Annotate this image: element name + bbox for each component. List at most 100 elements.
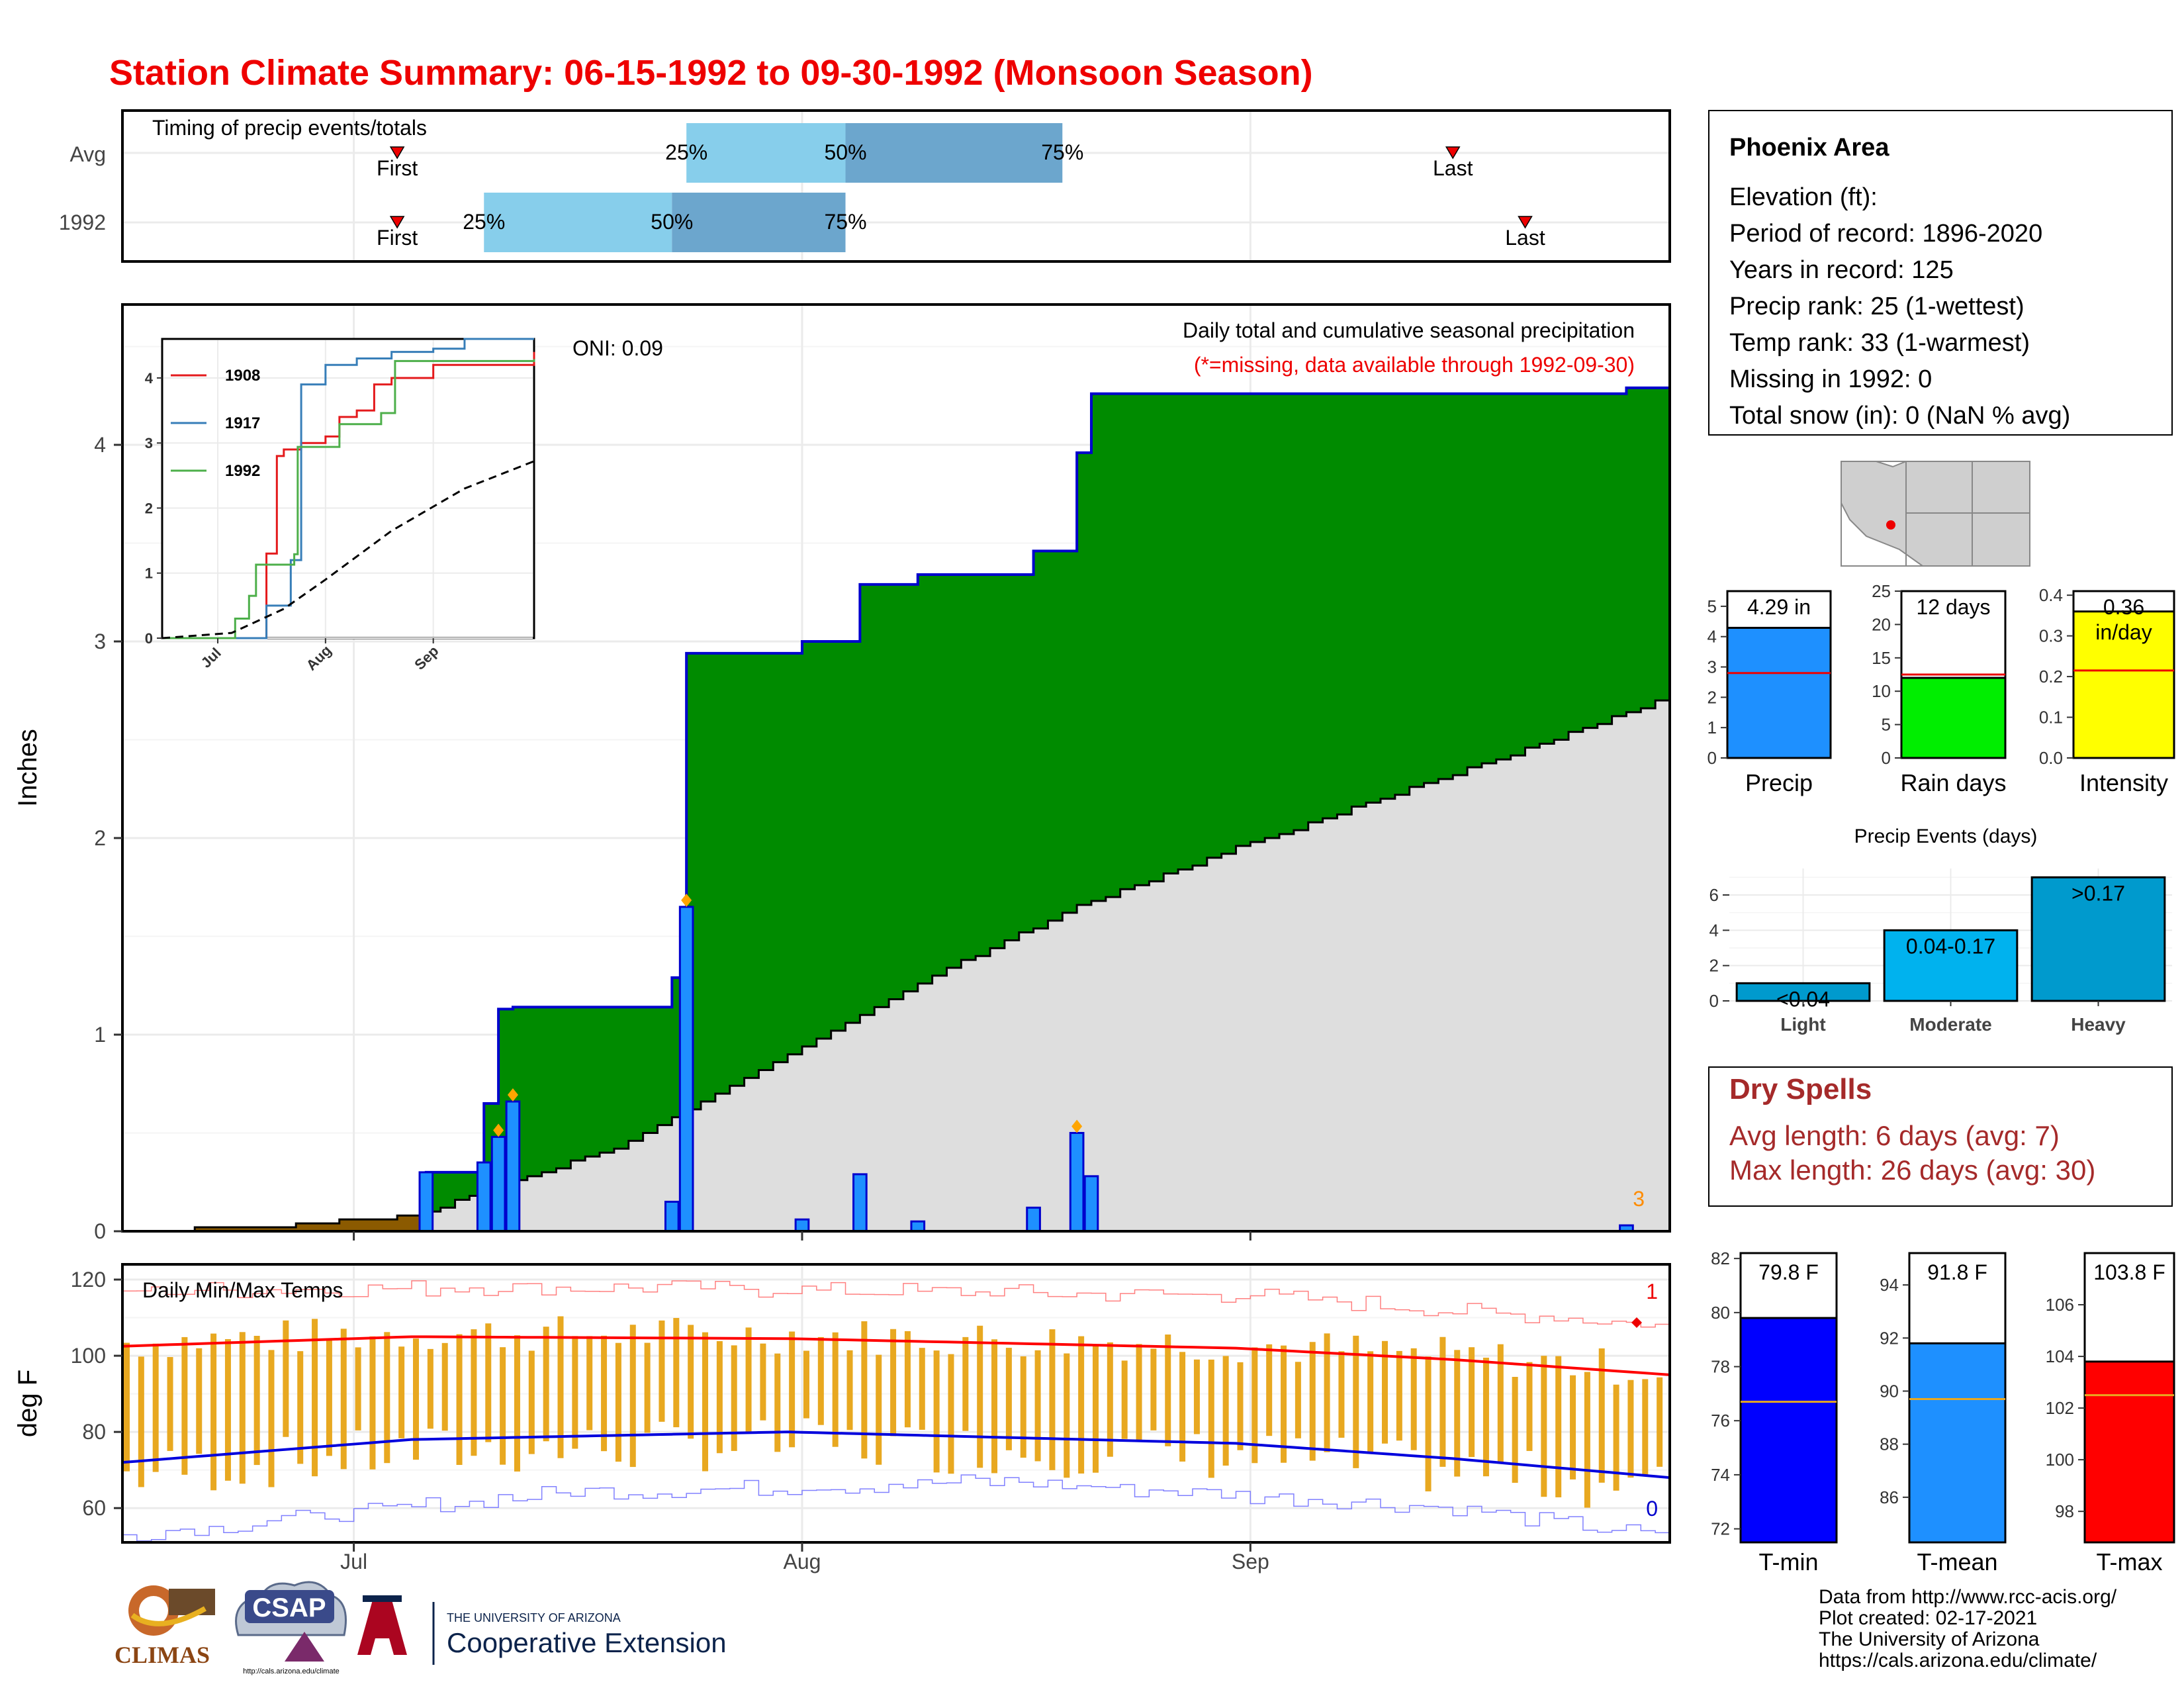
daily-temp-range-bar [239, 1332, 246, 1484]
temp-summary-bar-t-min [1739, 1317, 1838, 1544]
footer-line: Plot created: 02-17-2021 [1819, 1607, 2037, 1629]
daily-precip-bar [852, 1173, 868, 1233]
daily-temp-range-bar [890, 1329, 897, 1436]
timing-first-label: First [377, 156, 418, 180]
events-bar-label: >0.17 [2071, 881, 2125, 905]
temp-summary-value-label: 79.8 F [1758, 1260, 1819, 1284]
daily-temp-range-bar [1353, 1335, 1359, 1468]
summary-y-tick-label: 0.4 [2039, 585, 2063, 605]
heavy-event-marker [507, 1088, 518, 1102]
daily-temp-range-bar [1034, 1350, 1041, 1462]
station-info-line: Years in record: 125 [1729, 256, 1954, 284]
summary-y-tick-label: 0 [1882, 748, 1891, 768]
daily-temp-range-bar [1005, 1348, 1012, 1450]
station-info-line: Period of record: 1896-2020 [1729, 220, 2042, 248]
daily-precip-bar [664, 1200, 680, 1233]
daily-temp-range-bar [789, 1331, 796, 1448]
daily-temp-range-bar [1541, 1356, 1547, 1497]
daily-temp-range-bar [297, 1351, 304, 1464]
daily-temp-range-bar [268, 1350, 275, 1487]
inset-series-1992 [162, 359, 535, 639]
temp-summary-bar-label: T-mean [1917, 1548, 1997, 1575]
daily-precip-bar [1069, 1132, 1085, 1233]
daily-temp-range-bar [1497, 1344, 1504, 1463]
daily-temp-range-bar [181, 1336, 188, 1475]
temp-label: Daily Min/Max Temps [142, 1278, 343, 1302]
normal-max-line [122, 1335, 1670, 1376]
summary-bar-label: Precip [1745, 769, 1813, 796]
heavy-event-marker [493, 1123, 504, 1137]
dry-spells-title: Dry Spells [1729, 1073, 1872, 1105]
inset-y-tick-label: 3 [145, 435, 153, 451]
events-bar-heavy [2030, 876, 2166, 1002]
timing-last-label: Last [1505, 226, 1545, 250]
summary-y-tick-label: 0.1 [2039, 708, 2063, 727]
climas-logo-text: CLIMAS [114, 1642, 210, 1668]
events-x-tick-label: Light [1780, 1014, 1825, 1035]
timing-first-label: First [377, 226, 418, 250]
inset-series-1908 [162, 352, 535, 639]
daily-temp-range-bar [933, 1350, 940, 1473]
temp-summary-y-tick-label: 106 [2046, 1295, 2074, 1315]
daily-temp-range-bar [557, 1316, 564, 1458]
daily-temp-range-bar [283, 1320, 289, 1437]
temp-y-axis-label: deg F [13, 1370, 42, 1437]
summary-bar-rain-days [1900, 677, 2007, 759]
daily-temp-range-bar [948, 1354, 954, 1474]
daily-temp-range-bar [1136, 1344, 1142, 1440]
daily-temp-range-bar [1657, 1377, 1663, 1467]
timing-last-label: Last [1433, 156, 1473, 180]
temp-summary-bar-t-max [2083, 1360, 2175, 1544]
summary-value-unit: in/day [2095, 620, 2152, 644]
ua-logo: THE UNIVERSITY OF ARIZONA Cooperative Ex… [357, 1595, 727, 1665]
timing-bar-q1 [484, 193, 672, 252]
dry-spells-box: Dry Spells Avg length: 6 days (avg: 7) M… [1708, 1066, 2173, 1207]
temp-summary-bar-label: T-max [2096, 1548, 2162, 1575]
summary-y-tick-label: 0.2 [2039, 667, 2063, 686]
temp-summary-y-tick-label: 98 [2055, 1501, 2074, 1521]
daily-temp-range-bar [1295, 1362, 1301, 1438]
daily-temp-range-bar [1367, 1351, 1374, 1454]
daily-temp-range-bar [1092, 1344, 1099, 1473]
summary-bars: 4.29 in Precip 0 1 2 3 4 5 12 days Rain days 0 5 10 1… [1707, 581, 2175, 796]
inset-series-average [161, 460, 535, 639]
csap-logo-url: http://cals.arizona.edu/climate [243, 1667, 340, 1675]
daily-temp-range-bar [1642, 1379, 1649, 1475]
events-x-tick-label: Heavy [2071, 1014, 2126, 1035]
daily-temp-range-bar [919, 1348, 925, 1430]
daily-temp-range-bar [904, 1331, 911, 1428]
daily-precip-bar [490, 1135, 506, 1233]
daily-temp-range-bar [543, 1327, 549, 1442]
temp-summary-y-tick-label: 100 [2046, 1450, 2074, 1470]
daily-precip-bar [1083, 1175, 1099, 1233]
page-title: Station Climate Summary: 06-15-1992 to 0… [109, 53, 1313, 93]
station-info-line: Total snow (in): 0 (NaN % avg) [1729, 402, 2070, 430]
events-y-tick-label: 0 [1709, 991, 1719, 1011]
daily-temp-range-bar [1410, 1348, 1417, 1450]
daily-temp-range-bar [167, 1357, 173, 1451]
timing-p25-label: 25% [463, 210, 505, 234]
daily-temp-range-bar [196, 1348, 203, 1454]
timing-p50-label: 50% [651, 210, 693, 234]
timing-p25-label: 25% [665, 140, 707, 164]
daily-temp-range-bar [355, 1347, 361, 1430]
inset-y-tick-label: 2 [145, 500, 153, 516]
station-name: Phoenix Area [1729, 134, 1889, 162]
oni-label: ONI: 0.09 [572, 336, 663, 360]
daily-temp-range-bar [1020, 1356, 1026, 1458]
daily-temp-range-bar [673, 1317, 680, 1428]
temp-summary-y-tick-label: 86 [1880, 1487, 1899, 1507]
daily-temp-range-bar [1266, 1344, 1273, 1436]
daily-temp-range-bar [413, 1338, 420, 1460]
precip-caption: Daily total and cumulative seasonal prec… [1183, 318, 1635, 342]
footer-line: Data from http://www.rcc-acis.org/ [1819, 1586, 2117, 1608]
timing-bar-q2 [845, 123, 1063, 183]
daily-temp-range-bar [253, 1335, 260, 1466]
ua-logo-line2: Cooperative Extension [447, 1627, 727, 1658]
daily-temp-range-bar [1165, 1335, 1171, 1446]
summary-bar-precip [1726, 626, 1832, 759]
timing-bar-q1 [686, 123, 846, 183]
temp-summary-bar-label: T-min [1759, 1548, 1819, 1575]
precip-y-tick-label: 2 [94, 826, 106, 850]
timing-panel: Timing of precip events/totals Avg 1992 … [59, 109, 1671, 263]
